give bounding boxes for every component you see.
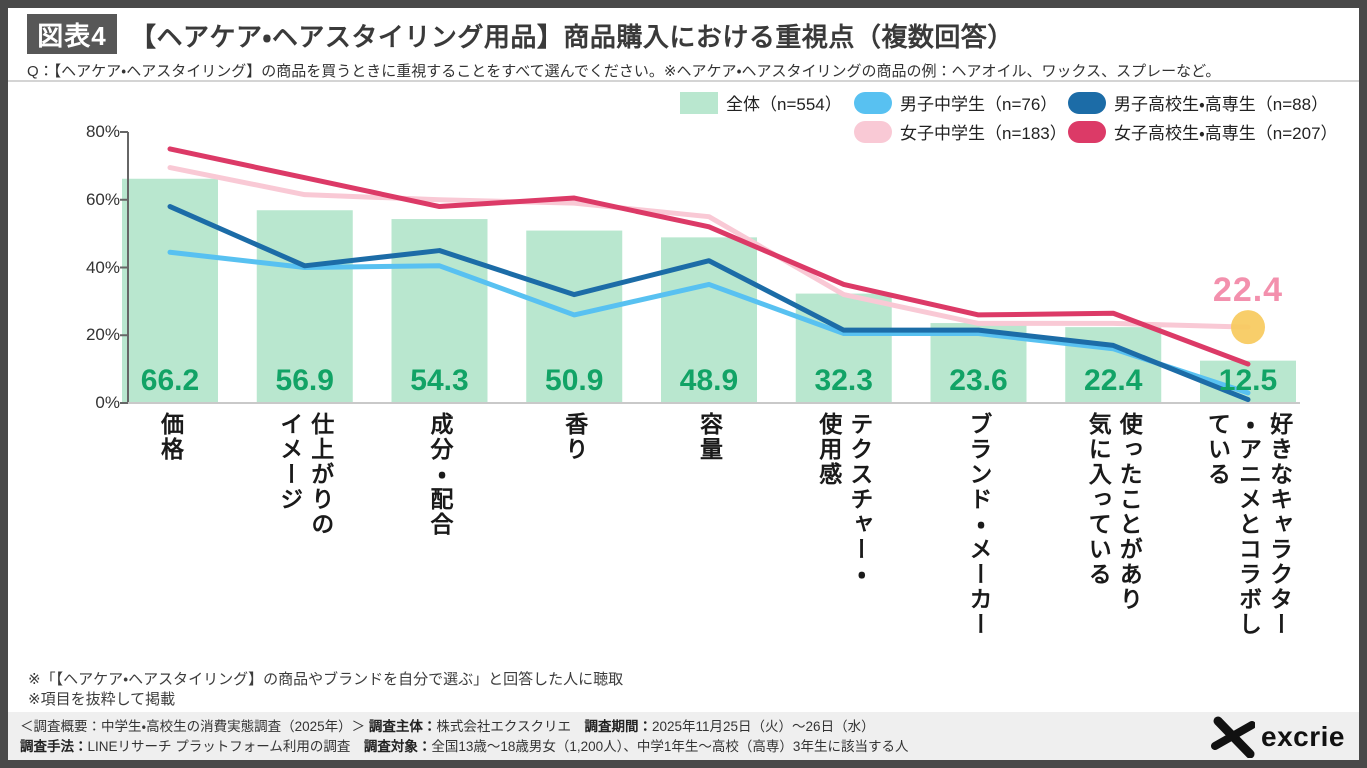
bar-value-label: 66.2 xyxy=(140,364,200,397)
excrie-logo: excrie xyxy=(1209,716,1345,758)
legend-label: 男子高校生・高専生（n=88） xyxy=(1114,95,1329,114)
excrie-logo-text: excrie xyxy=(1261,721,1345,752)
footnotes: ※「【ヘアケア・ヘアスタイリング】の商品やブランドを自分で選ぶ」と回答した人に聴… xyxy=(28,670,623,710)
category-label-text: 価格 xyxy=(157,412,184,462)
survey-info-key: 調査期間： xyxy=(570,719,652,734)
survey-info-value: LINEリサーチ プラットフォーム利用の調査 xyxy=(87,739,351,754)
survey-info-value: 全国13歳～18歳男女（1,200人）、中学1年生～高校（高専）3年生に該当する… xyxy=(431,739,909,754)
category-label: 使ったことがあり 気に入っている xyxy=(1046,412,1180,612)
bar-value-label: 56.9 xyxy=(275,364,334,397)
legend-label: 全体（n=554） xyxy=(726,95,842,114)
bar-value-label: 22.4 xyxy=(1084,364,1143,397)
survey-info-bar: ＜調査概要：中学生・高校生の消費実態調査（2025年）＞ 調査主体：株式会社エク… xyxy=(8,712,1359,760)
legend-label: 女子中学生（n=183） xyxy=(900,124,1067,143)
category-label-text: 好きなキャラクター ・アニメとコラボし ている xyxy=(1204,412,1293,637)
bar-value-label: 32.3 xyxy=(814,364,873,397)
legend-swatch xyxy=(854,91,892,114)
figure-number-badge: 図表4 xyxy=(27,14,117,54)
y-axis-label: 40% xyxy=(85,257,120,277)
survey-info-value: ＜調査概要：中学生・高校生の消費実態調査（2025年）＞ xyxy=(20,719,369,734)
y-axis-label: 60% xyxy=(85,189,120,209)
bar-value-label: 12.5 xyxy=(1218,364,1278,397)
page-title: 【ヘアケア・ヘアスタイリング用品】商品購入における重視点（複数回答） xyxy=(130,21,1014,52)
y-axis-label: 20% xyxy=(85,325,120,345)
header-divider xyxy=(8,80,1359,82)
category-label: 仕上がりの イメージ xyxy=(238,412,372,537)
legend-swatch xyxy=(1068,91,1106,114)
category-label: 成分・配合 xyxy=(373,412,507,537)
survey-info-key: 調査手法： xyxy=(20,739,88,754)
category-label-text: 香り xyxy=(561,412,588,462)
category-label-text: 使ったことがあり 気に入っている xyxy=(1085,412,1143,612)
line-series-3 xyxy=(167,146,1251,367)
y-axis-label: 0% xyxy=(95,393,120,412)
category-label: 価格 xyxy=(103,412,237,462)
chart-area: 0% 20% 40% 60% 80% 22.4 66.2 56.9 54.3 50.9 48.9 32… xyxy=(8,8,1359,760)
category-label-text: 容量 xyxy=(696,412,723,462)
legend-label: 女子高校生・高専生（n=207） xyxy=(1114,124,1338,143)
bar-value-label: 54.3 xyxy=(410,364,469,397)
category-label-text: 仕上がりの イメージ xyxy=(276,412,334,537)
footnote-line: ※項目を抜粋して掲載 xyxy=(28,691,176,708)
y-axis-label: 80% xyxy=(85,122,120,141)
category-label-text: テクスチャー・ 使用感 xyxy=(815,412,873,587)
legend-swatch xyxy=(680,91,718,114)
chart-legend: 全体（n=554） 男子中学生（n=76） 男子高校生・高専生（n=88） 女子中学生… xyxy=(680,88,1338,146)
survey-info-key: 調査対象： xyxy=(350,739,432,754)
legend-swatch xyxy=(854,120,892,143)
legend-item: 男子中学生（n=76） xyxy=(854,90,1066,115)
legend-label: 男子中学生（n=76） xyxy=(900,95,1058,114)
question-text: Q：【ヘアケア・ヘアスタイリング】の商品を買うときに重視することをすべて選んでく… xyxy=(27,63,1221,80)
survey-info-key: 調査主体： xyxy=(368,719,437,734)
highlight-value-label: 22.4 xyxy=(1212,271,1284,310)
legend-item: 女子高校生・高専生（n=207） xyxy=(1068,119,1338,144)
footnote-line: ※「【ヘアケア・ヘアスタイリング】の商品やブランドを自分で選ぶ」と回答した人に聴… xyxy=(28,671,624,688)
highlight-marker xyxy=(1231,310,1265,345)
legend-item: 全体（n=554） xyxy=(680,90,852,115)
bar-value-label: 48.9 xyxy=(679,364,739,397)
survey-info-line: 調査手法：LINEリサーチ プラットフォーム利用の調査 調査対象：全国13歳～1… xyxy=(20,737,1359,757)
legend-swatch xyxy=(1068,120,1106,143)
legend-item: 女子中学生（n=183） xyxy=(854,119,1067,144)
survey-info-value: 株式会社エクスクリエ xyxy=(436,719,571,734)
legend-item: 男子高校生・高専生（n=88） xyxy=(1068,90,1338,115)
category-label: 容量 xyxy=(642,412,776,462)
category-label-text: 成分・配合 xyxy=(427,412,454,537)
category-label: ブランド・メーカー xyxy=(912,412,1046,637)
line-series-2 xyxy=(167,165,1251,330)
survey-info-value: 2025年11月25日（火）～26日（水） xyxy=(651,719,875,734)
category-label-text: ブランド・メーカー xyxy=(966,412,993,637)
category-label: テクスチャー・ 使用感 xyxy=(777,412,911,587)
category-label: 好きなキャラクター ・アニメとコラボし ている xyxy=(1181,412,1315,637)
survey-info-line: ＜調査概要：中学生・高校生の消費実態調査（2025年）＞ 調査主体：株式会社エク… xyxy=(20,717,1359,737)
category-label: 香り xyxy=(507,412,641,462)
bar-value-label: 23.6 xyxy=(949,364,1008,397)
bar-value-label: 50.9 xyxy=(545,364,604,397)
content: 図表4 【ヘアケア・ヘアスタイリング用品】商品購入における重視点（複数回答） Q… xyxy=(8,8,1359,760)
excrie-logo-mark xyxy=(1211,716,1256,758)
